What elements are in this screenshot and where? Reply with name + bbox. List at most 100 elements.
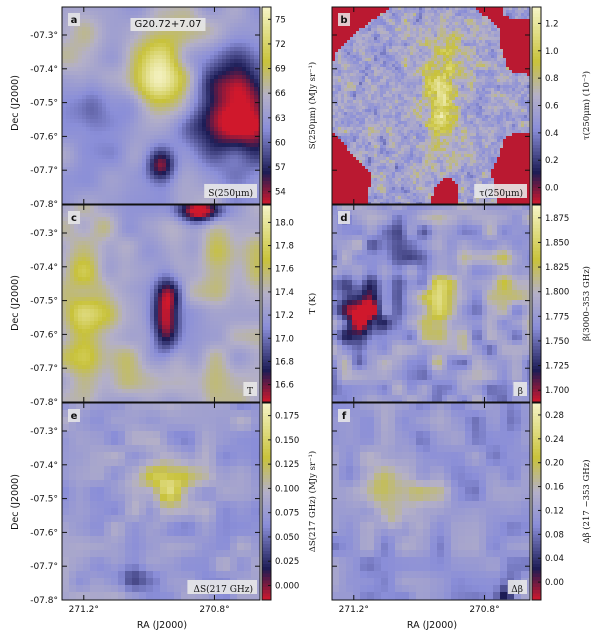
colorbar-tick-label: 1.2 bbox=[545, 19, 559, 29]
dec-tick-label: -07.5° bbox=[30, 297, 58, 307]
panel-e-frame bbox=[61, 402, 261, 601]
colorbar-tick-label: 0.025 bbox=[275, 557, 299, 567]
dec-axis-label-row1: Dec (J2000) bbox=[10, 75, 21, 131]
colorbar-tick-label: 16.8 bbox=[275, 357, 294, 367]
dec-axis-label-row2: Dec (J2000) bbox=[10, 275, 21, 331]
ra-axis-label-left: RA (J2000) bbox=[137, 620, 187, 631]
colorbar-tick-label: 54 bbox=[275, 188, 286, 198]
colorbar-tick-label: 1.700 bbox=[545, 386, 569, 396]
panel-b-colorbar-label: τ(250μm) (10⁻³) bbox=[581, 71, 592, 140]
panel-b-letter: b bbox=[340, 15, 347, 26]
colorbar-tick-label: 16.6 bbox=[275, 381, 294, 391]
colorbar-tick-label: 1.725 bbox=[545, 362, 569, 372]
panel-e-letter-box bbox=[68, 409, 80, 422]
colorbar-tick-label: 0.16 bbox=[545, 483, 564, 493]
panel-a-colorbar: 75 72 69 66 63 60 57 54 S(250μm) (MJy sr⁻¹) bbox=[261, 6, 318, 205]
ra-tick-label: 270.8° bbox=[469, 605, 499, 615]
colorbar-tick-label: 0.175 bbox=[275, 412, 299, 422]
colorbar-tick-label: 69 bbox=[275, 65, 286, 75]
colorbar-tick-label: 60 bbox=[275, 138, 286, 148]
dec-axis-label-row3: Dec (J2000) bbox=[10, 474, 21, 530]
dec-tick-label: -07.7° bbox=[30, 166, 58, 176]
colorbar-tick-label: 17.2 bbox=[275, 311, 294, 321]
colorbar-tick-label: 17.6 bbox=[275, 265, 294, 275]
panel-a-map bbox=[62, 7, 261, 205]
panel-d-colorbar-label: β(3000–353 GHz) bbox=[581, 266, 592, 341]
panel-b-frame bbox=[331, 6, 531, 205]
colorbar-tick-label: 0.4 bbox=[545, 129, 559, 139]
dec-tick-label: -07.7° bbox=[30, 364, 58, 374]
colorbar-tick-label: 57 bbox=[275, 163, 286, 173]
dec-tick-label: -07.5° bbox=[30, 99, 58, 109]
panel-e-letter: e bbox=[71, 411, 78, 422]
panel-c-colorbar: 18.0 17.8 17.6 17.4 17.2 17.0 16.8 16.6 T (K) bbox=[261, 204, 318, 403]
panel-e-box-label: ΔS(217 GHz) bbox=[193, 584, 253, 595]
dec-tick-label: -07.8° bbox=[30, 398, 58, 408]
panel-d: d β 1.875 1.850 1.825 1.800 1.775 1.750 1.725 1.7… bbox=[331, 204, 592, 403]
dec-tick-label: -07.7° bbox=[30, 562, 58, 572]
panel-f-colorbar: 0.28 0.24 0.20 0.16 0.12 0.08 0.04 0.00 Δβ (217 … bbox=[531, 402, 592, 601]
colorbar-tick-label: 0.24 bbox=[545, 435, 564, 445]
panel-a-colorbar-label: S(250μm) (MJy sr⁻¹) bbox=[307, 62, 318, 150]
panel-f-box-label: Δβ bbox=[511, 585, 523, 595]
colorbar-tick-label: 0.8 bbox=[545, 74, 559, 84]
panel-d-letter: d bbox=[340, 213, 347, 224]
colorbar-tick-label: 0.0 bbox=[545, 184, 559, 194]
panel-f-letter-box bbox=[338, 409, 350, 422]
colorbar-tick-label: 1.850 bbox=[545, 238, 569, 248]
panel-a-box-label: S(250μm) bbox=[208, 188, 253, 199]
colorbar-tick-label: 1.825 bbox=[545, 263, 569, 273]
panel-d-frame bbox=[331, 204, 531, 403]
panel-c-letter: c bbox=[71, 213, 77, 224]
panel-f-frame bbox=[331, 402, 531, 601]
colorbar-tick-label: 18.0 bbox=[275, 218, 294, 228]
dec-tick-label: -07.3° bbox=[30, 31, 58, 41]
dec-tick-label: -07.4° bbox=[30, 263, 58, 273]
panel-e: e ΔS(217 GHz) -07.3° -07.4° -07.5° -07.6° -07.… bbox=[30, 402, 318, 615]
panel-f-map bbox=[332, 403, 531, 601]
colorbar-tick-label: 1.0 bbox=[545, 47, 559, 57]
colorbar-tick-label: 0.150 bbox=[275, 436, 299, 446]
colorbar-tick-label: 0.100 bbox=[275, 484, 299, 494]
ra-tick-label: 271.2° bbox=[339, 605, 369, 615]
panel-e-colorbar: 0.175 0.150 0.125 0.100 0.075 0.050 0.025 0.000… bbox=[261, 402, 318, 601]
dec-tick-label: -07.4° bbox=[30, 65, 58, 75]
colorbar-tick-label: 0.000 bbox=[275, 581, 299, 591]
panel-e-box-label-bg bbox=[187, 580, 257, 594]
colorbar-tick-label: 0.28 bbox=[545, 411, 564, 421]
panel-c-letter-box bbox=[68, 211, 80, 224]
panel-d-box-label-bg bbox=[513, 382, 527, 396]
panel-b-letter-box bbox=[338, 13, 350, 26]
panel-d-map bbox=[332, 205, 531, 403]
dec-tick-label: -07.6° bbox=[30, 330, 58, 340]
dec-tick-label: -07.8° bbox=[30, 596, 58, 606]
panel-c: c T -07.3° -07.4° -07.5° -07.6° -07.7° -07.8° 18… bbox=[30, 204, 318, 408]
figure-title-bg bbox=[130, 18, 206, 31]
dec-tick-label: -07.3° bbox=[30, 229, 58, 239]
colorbar-tick-label: 0.075 bbox=[275, 509, 299, 519]
colorbar-tick-label: 72 bbox=[275, 40, 286, 50]
colorbar-tick-label: 17.0 bbox=[275, 334, 294, 344]
colorbar-tick-label: 0.125 bbox=[275, 460, 299, 470]
panel-f-box-label-bg bbox=[507, 580, 527, 594]
ra-axis-label-right: RA (J2000) bbox=[407, 620, 457, 631]
dec-tick-label: -07.6° bbox=[30, 132, 58, 142]
dec-tick-label: -07.5° bbox=[30, 495, 58, 505]
colorbar-tick-label: 66 bbox=[275, 89, 286, 99]
colorbar-tick-label: 17.8 bbox=[275, 242, 294, 252]
colorbar-tick-label: 0.20 bbox=[545, 459, 564, 469]
panel-b-box-label: τ(250μm) bbox=[479, 188, 523, 199]
panel-b-colorbar: 1.2 1.0 0.8 0.6 0.4 0.2 0.0 τ(250μm) (10⁻³) bbox=[531, 6, 592, 205]
panel-c-frame bbox=[61, 204, 261, 403]
colorbar-tick-label: 0.2 bbox=[545, 156, 559, 166]
panel-d-colorbar: 1.875 1.850 1.825 1.800 1.775 1.750 1.725 1.700… bbox=[531, 204, 592, 403]
colorbar-tick-label: 0.08 bbox=[545, 530, 564, 540]
colorbar-tick-label: 1.875 bbox=[545, 214, 569, 224]
colorbar-tick-label: 17.4 bbox=[275, 288, 294, 298]
panel-e-map bbox=[62, 403, 261, 601]
panel-b-map bbox=[332, 7, 531, 205]
panel-a-letter: a bbox=[71, 15, 78, 26]
figure-title: G20.72+7.07 bbox=[134, 19, 201, 30]
